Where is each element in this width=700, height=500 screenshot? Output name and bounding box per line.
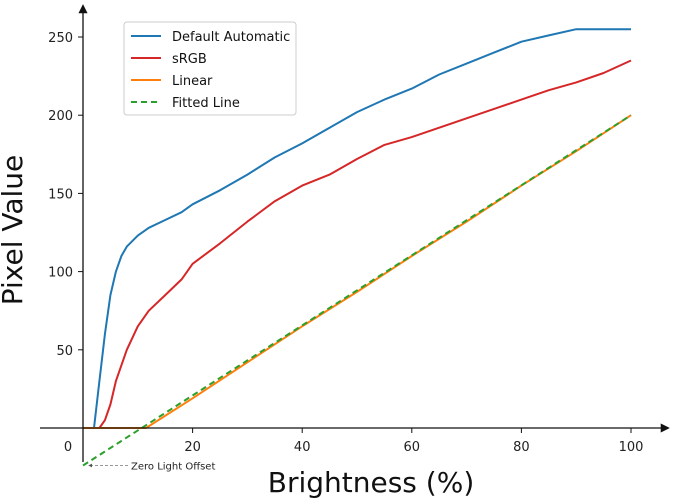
legend-label-linear: Linear xyxy=(172,74,213,89)
x-tick-label: 20 xyxy=(184,440,201,455)
x-tick-label: 80 xyxy=(513,440,530,455)
annotations: Zero Light Offset xyxy=(88,462,215,473)
legend-label-srgb: sRGB xyxy=(172,52,207,67)
x-ticks: 0 20 40 60 80 100 xyxy=(64,428,644,455)
x-tick-label: 60 xyxy=(404,440,421,455)
y-tick-label: 100 xyxy=(48,266,73,281)
legend: Default Automatic sRGB Linear Fitted Line xyxy=(123,21,297,116)
x-tick-label: 0 xyxy=(64,440,72,455)
y-axis-title: Pixel Value xyxy=(0,155,29,306)
legend-label-fitted-line: Fitted Line xyxy=(172,96,240,111)
y-tick-label: 200 xyxy=(48,109,73,124)
series-line-srgb xyxy=(83,59,632,429)
annotation-label: Zero Light Offset xyxy=(131,462,215,473)
series-line-default-automatic xyxy=(83,28,631,429)
legend-box xyxy=(123,21,297,116)
y-tick-label: 50 xyxy=(56,344,73,359)
legend-label-default-automatic: Default Automatic xyxy=(172,30,290,45)
y-tick-label: 250 xyxy=(48,31,73,46)
x-tick-label: 40 xyxy=(294,440,311,455)
x-tick-label: 100 xyxy=(619,440,644,455)
series-line-fitted-line xyxy=(82,114,632,467)
y-ticks: 50 100 150 200 250 xyxy=(48,31,83,359)
legend-items: Default Automatic sRGB Linear Fitted Line xyxy=(131,30,290,111)
y-tick-label: 150 xyxy=(48,187,73,202)
series-line-linear xyxy=(83,114,632,429)
x-axis-title: Brightness (%) xyxy=(268,466,475,499)
